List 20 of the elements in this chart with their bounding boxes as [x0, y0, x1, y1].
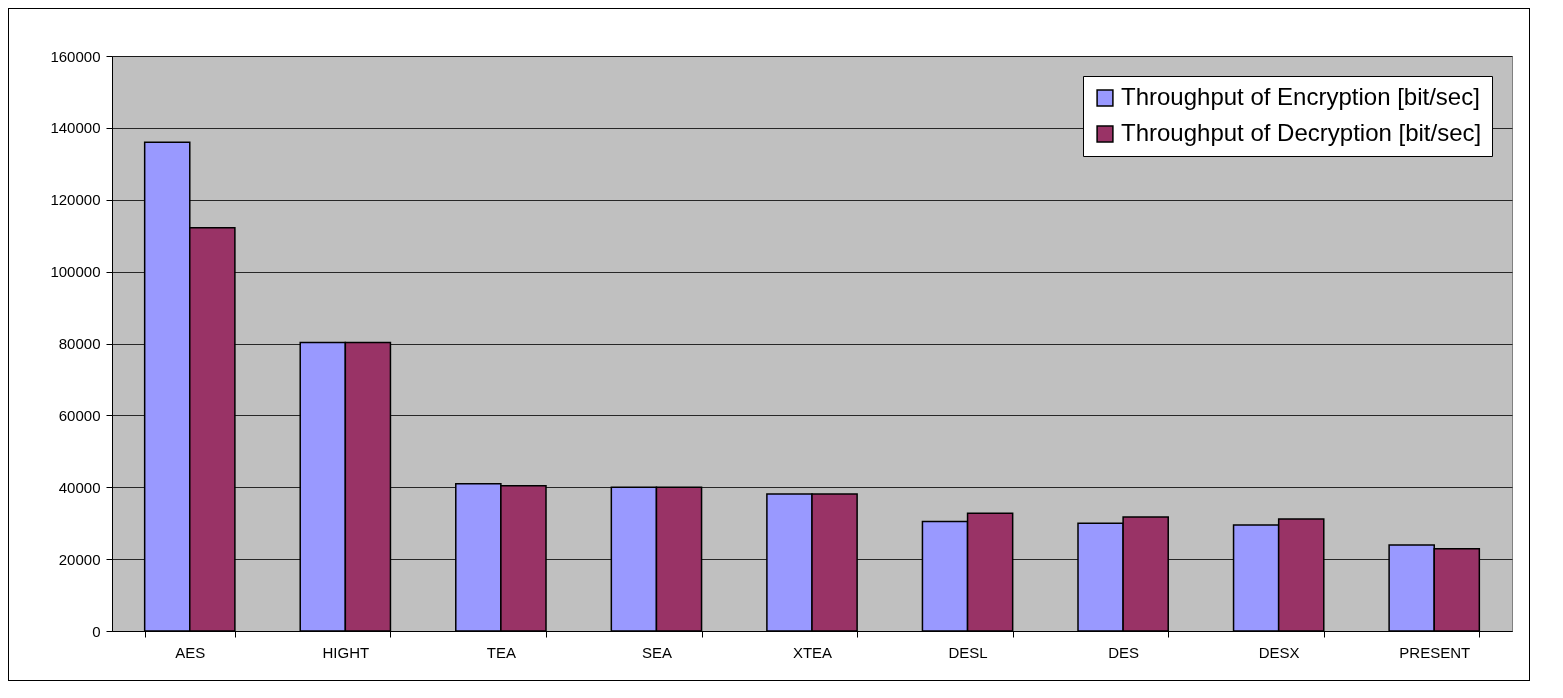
- x-tick-label: XTEA: [792, 643, 833, 661]
- x-tick-label: DESL: [948, 643, 988, 661]
- y-tick-label: 60000: [58, 406, 101, 424]
- x-tick-label: DES: [1108, 643, 1140, 661]
- x-tick-label: TEA: [486, 643, 516, 661]
- y-tick-label: 40000: [58, 478, 101, 496]
- x-tick-label: DESX: [1258, 643, 1300, 661]
- y-tick-label: 100000: [50, 263, 101, 281]
- legend-label: Throughput of Encryption [bit/sec]: [1121, 83, 1480, 110]
- y-tick-label: 80000: [58, 335, 101, 352]
- x-tick-label: AES: [175, 643, 206, 661]
- x-tick-label: SEA: [641, 643, 672, 661]
- legend-label: Throughput of Decryption [bit/sec]: [1121, 119, 1482, 146]
- y-tick-label: 120000: [50, 191, 101, 209]
- y-tick-label: 140000: [50, 119, 101, 137]
- y-tick-label: 160000: [50, 47, 101, 65]
- y-tick-label: 0: [92, 622, 101, 640]
- y-tick-label: 20000: [58, 550, 101, 568]
- x-tick-label: PRESENT: [1399, 643, 1471, 661]
- x-tick-label: HIGHT: [322, 643, 370, 661]
